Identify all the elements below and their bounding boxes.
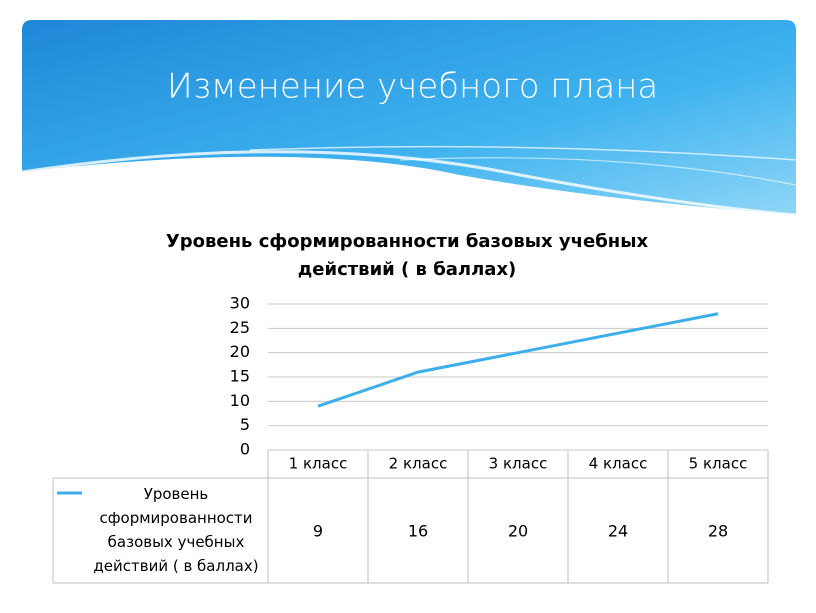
table-value: 28 <box>708 522 728 541</box>
y-tick-label: 15 <box>230 367 250 386</box>
x-tick-label: 3 класс <box>489 455 548 473</box>
line-series <box>317 312 719 408</box>
table-value: 24 <box>608 522 628 541</box>
y-tick-label: 10 <box>230 391 250 410</box>
y-tick-label: 0 <box>240 440 250 459</box>
table-value: 9 <box>313 522 323 541</box>
x-tick-label: 2 класс <box>389 455 448 473</box>
table-value: 20 <box>508 522 528 541</box>
y-tick-label: 30 <box>230 294 250 313</box>
x-tick-label: 5 класс <box>689 455 748 473</box>
x-tick-label: 1 класс <box>289 455 348 473</box>
chart-title: Уровень сформированности базовых учебных… <box>165 231 649 280</box>
banner <box>21 20 797 217</box>
y-tick-label: 5 <box>240 415 250 434</box>
y-tick-label: 20 <box>230 342 250 361</box>
legend-label: Уровень сформированности базовых учебных… <box>93 485 259 575</box>
table-value: 16 <box>408 522 428 541</box>
x-tick-label: 4 класс <box>589 455 648 473</box>
y-tick-label: 25 <box>230 318 250 337</box>
slide-title: Изменение учебного плана <box>167 67 658 107</box>
